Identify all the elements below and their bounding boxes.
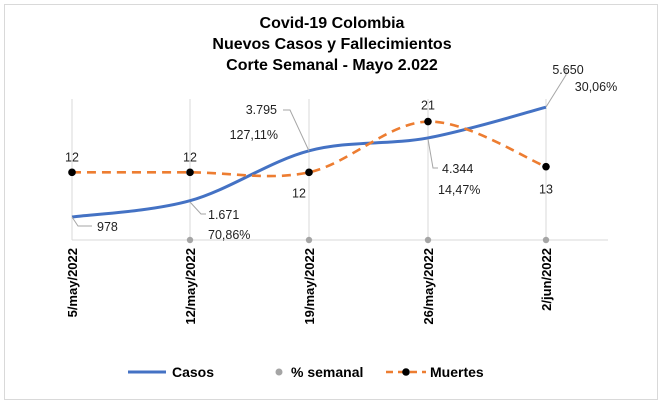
x-tick-label: 26/may/2022: [421, 248, 436, 325]
pct-semanal-point: [542, 236, 550, 244]
casos-leader-line: [283, 109, 310, 152]
legend-pct-swatch: [275, 368, 283, 376]
casos-data-label: 5.650: [552, 63, 583, 77]
chart-title-line-3: Corte Semanal - Mayo 2.022: [226, 57, 438, 74]
casos-leader-line: [545, 68, 567, 108]
muertes-point: [186, 168, 194, 177]
x-tick-label: 5/may/2022: [65, 248, 80, 317]
legend-muertes-marker: [402, 368, 410, 376]
muertes-point: [68, 168, 76, 177]
muertes-point: [305, 168, 313, 177]
pct-data-label: 70,86%: [208, 228, 250, 242]
pct-semanal-point: [305, 236, 313, 244]
casos-leader-line: [71, 216, 92, 227]
x-tick-label: 12/may/2022: [183, 248, 198, 325]
chart-title-line-2: Nuevos Casos y Fallecimientos: [212, 36, 451, 53]
casos-data-label: 978: [97, 220, 118, 234]
casos-data-label: 1.671: [208, 208, 239, 222]
pct-data-label: 127,11%: [230, 128, 278, 142]
muertes-line: [71, 120, 547, 178]
muertes-data-label: 12: [183, 150, 197, 164]
muertes-data-label: 12: [65, 150, 79, 164]
muertes-point: [542, 162, 550, 171]
pct-semanal-point: [424, 236, 432, 244]
casos-leader-line: [189, 201, 206, 215]
legend-muertes-label: Muertes: [430, 364, 484, 380]
pct-semanal-point: [186, 236, 194, 244]
legend-casos-label: Casos: [172, 364, 214, 380]
chart-frame: [4, 4, 658, 400]
x-tick-label: 2/jun/2022: [539, 248, 554, 311]
x-tick-label: 19/may/2022: [302, 248, 317, 325]
casos-data-label: 3.795: [246, 103, 277, 117]
muertes-data-label: 12: [292, 186, 306, 200]
muertes-data-label: 13: [539, 183, 553, 197]
legend-pct-label: % semanal: [291, 364, 363, 380]
muertes-point: [424, 117, 432, 126]
casos-leader-line: [427, 138, 438, 169]
chart-title-line-1: Covid-19 Colombia: [260, 15, 405, 32]
casos-data-label: 4.344: [442, 162, 473, 176]
pct-data-label: 30,06%: [575, 80, 617, 94]
muertes-data-label: 21: [421, 99, 435, 113]
pct-data-label: 14,47%: [438, 183, 480, 197]
